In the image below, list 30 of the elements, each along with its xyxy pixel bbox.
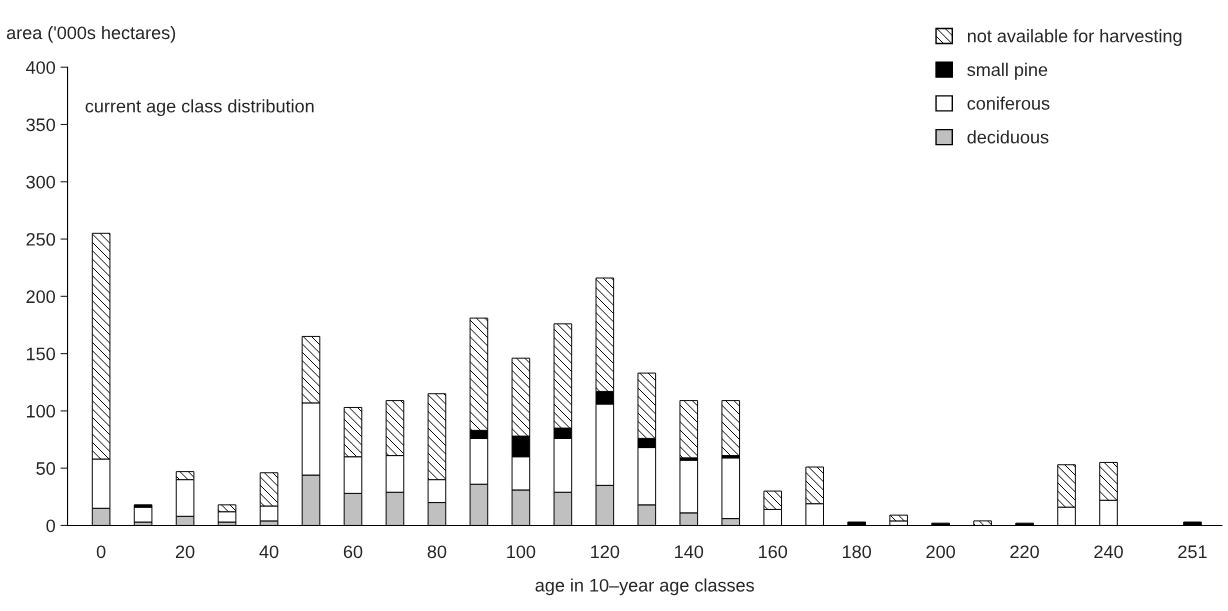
x-tick-label: 180 [842,545,872,559]
x-tick-label: 200 [926,545,955,559]
legend-label: coniferous [967,96,1050,110]
x-tick-label: 100 [507,545,536,559]
y-tick-label: 300 [26,175,56,189]
x-tick-label: 140 [675,545,704,559]
x-tick-label: 160 [759,545,788,559]
y-tick-label: 400 [26,61,56,74]
x-tick-label: 20 [175,545,195,559]
legend-label: small pine [967,62,1048,80]
x-tick-label: 80 [427,545,447,559]
y-tick-label: 0 [46,519,56,533]
x-tick-label: 240 [1094,545,1123,559]
x-tick-label: 60 [343,545,363,559]
legend-label: deciduous [967,130,1049,144]
y-tick-label: 150 [26,347,56,361]
y-tick-label: 50 [36,462,56,475]
annotation: current age class distribution [85,99,314,117]
x-tick-label: 0 [96,545,106,559]
y-axis-title: area ('000s hectares) [6,25,176,43]
x-tick-label: 220 [1010,545,1039,559]
y-tick-label: 350 [26,118,56,132]
x-axis-title: age in 10–year age classes [535,578,754,596]
legend-label: not available for harvesting [967,29,1182,46]
y-tick-label: 100 [26,404,56,418]
y-tick-label: 250 [26,232,56,246]
x-tick-label: 251 [1178,545,1207,559]
x-tick-label: 40 [259,545,279,559]
x-tick-label: 120 [591,545,620,559]
y-tick-label: 200 [26,290,56,304]
